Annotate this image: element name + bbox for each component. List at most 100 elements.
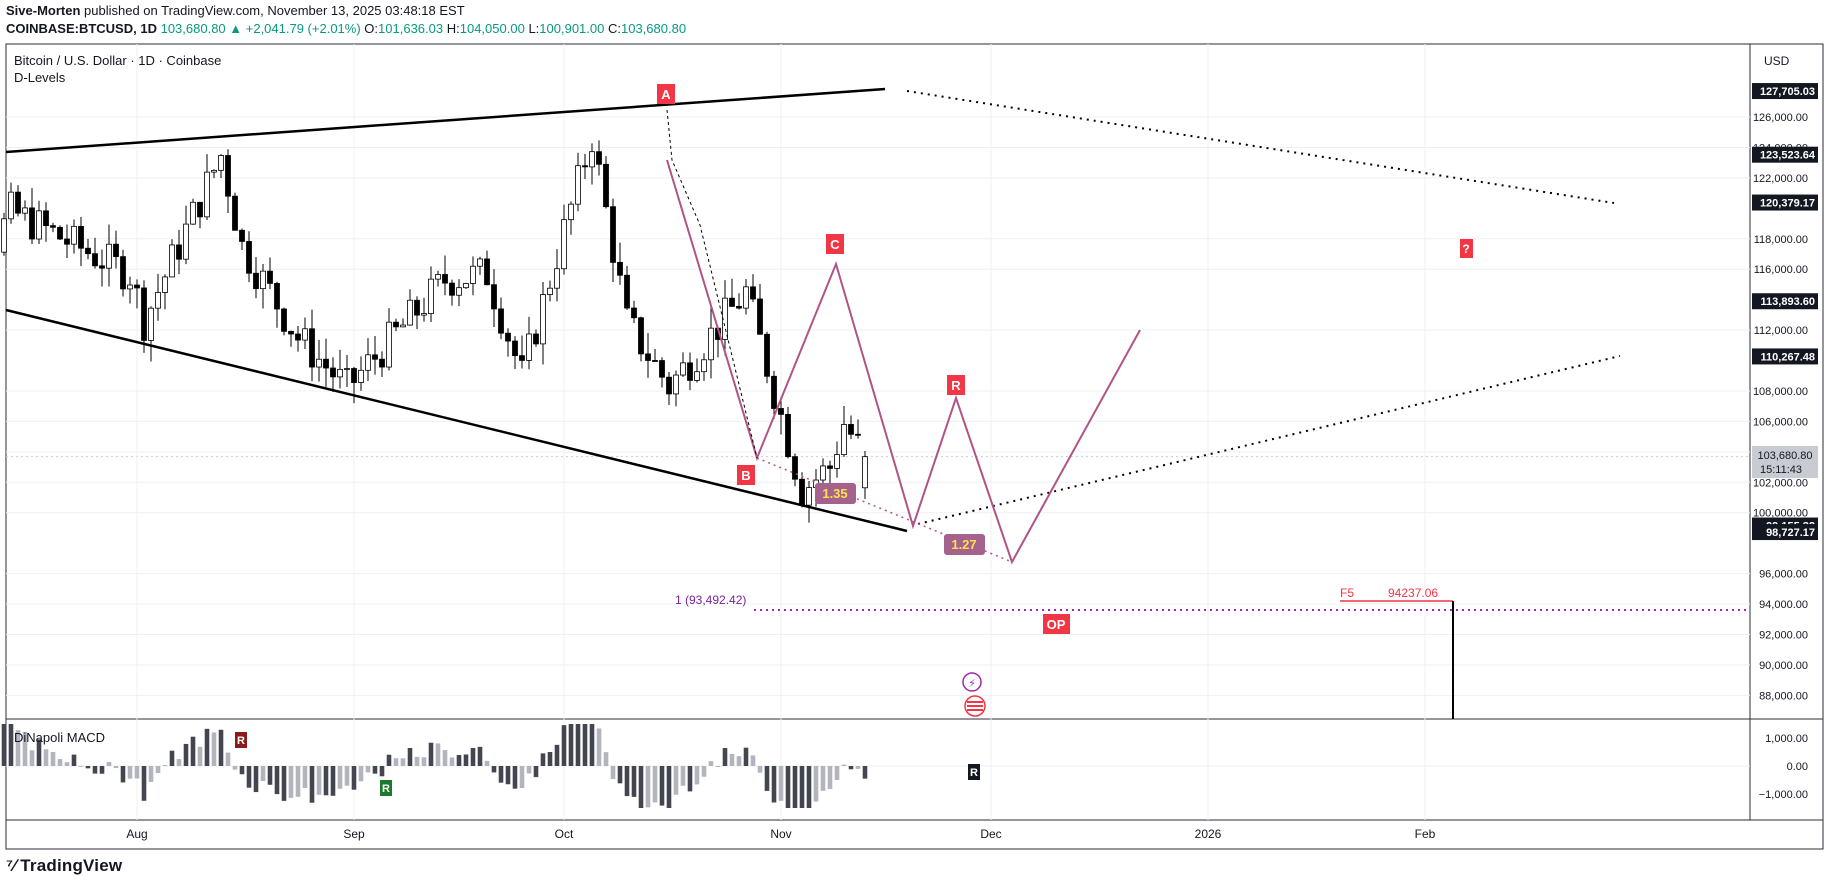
macd-bar[interactable] (568, 724, 574, 766)
macd-bar[interactable] (617, 766, 623, 784)
candle[interactable] (162, 274, 168, 310)
macd-bar[interactable] (512, 766, 518, 789)
macd-bar[interactable] (603, 752, 609, 766)
candle[interactable] (673, 370, 679, 407)
candle[interactable] (435, 270, 441, 287)
macd-bar[interactable] (673, 766, 679, 795)
macd-bar[interactable] (99, 766, 105, 774)
macd-bar[interactable] (722, 748, 728, 766)
candle[interactable] (617, 242, 623, 285)
candle[interactable] (302, 317, 308, 350)
candle[interactable] (295, 325, 301, 352)
candles[interactable] (0, 140, 868, 523)
candle[interactable] (141, 280, 147, 353)
candle[interactable] (652, 348, 658, 362)
candle[interactable] (99, 249, 105, 287)
candle[interactable] (29, 188, 35, 245)
op-marker[interactable]: OP (1043, 614, 1070, 634)
macd-bar[interactable] (484, 760, 490, 766)
macd-bar[interactable] (414, 756, 420, 766)
candle[interactable] (505, 328, 511, 357)
macd-bar[interactable] (50, 752, 56, 766)
macd-bar[interactable] (8, 724, 14, 766)
macd-bar[interactable] (533, 766, 539, 778)
candle[interactable] (687, 352, 693, 391)
candle[interactable] (148, 306, 154, 362)
candle[interactable] (239, 228, 245, 251)
macd-bar[interactable] (43, 749, 49, 766)
candle[interactable] (757, 283, 763, 335)
candle[interactable] (85, 238, 91, 260)
candle[interactable] (736, 293, 742, 310)
macd-bar[interactable] (729, 753, 735, 766)
macd-bar[interactable] (813, 766, 819, 802)
macd-bar[interactable] (575, 724, 581, 766)
macd-bar[interactable] (582, 724, 588, 766)
candle[interactable] (176, 229, 182, 275)
candle[interactable] (330, 357, 336, 392)
candle[interactable] (848, 415, 854, 440)
candle[interactable] (554, 249, 560, 302)
candle[interactable] (743, 278, 749, 315)
candle[interactable] (526, 316, 532, 370)
candle[interactable] (71, 219, 77, 254)
candle[interactable] (477, 256, 483, 275)
macd-bar[interactable] (554, 744, 560, 766)
candle[interactable] (442, 255, 448, 296)
candle[interactable] (246, 231, 252, 283)
macd-bar[interactable] (239, 766, 245, 775)
candle[interactable] (834, 441, 840, 478)
candle[interactable] (680, 352, 686, 378)
candle[interactable] (253, 257, 259, 299)
macd-bar[interactable] (470, 748, 476, 766)
macd-marker-black[interactable]: R (968, 764, 980, 780)
macd-bar[interactable] (792, 766, 798, 808)
macd-bar[interactable] (386, 754, 392, 766)
macd-bar[interactable] (631, 766, 637, 797)
macd-bar[interactable] (344, 766, 350, 786)
macd-bar[interactable] (218, 729, 224, 766)
candle[interactable] (841, 406, 847, 457)
macd-bar[interactable] (519, 766, 525, 789)
candle[interactable] (344, 354, 350, 388)
macd-bar[interactable] (708, 761, 714, 766)
candle[interactable] (771, 370, 777, 420)
macd-bar[interactable] (309, 766, 315, 803)
candle[interactable] (449, 279, 455, 306)
candle[interactable] (120, 249, 126, 297)
macd-bar[interactable] (1, 724, 7, 766)
macd-bar[interactable] (841, 764, 847, 766)
candle[interactable] (351, 366, 357, 404)
candle[interactable] (470, 256, 476, 296)
macd-bar[interactable] (211, 732, 217, 766)
macd-bar[interactable] (778, 766, 784, 801)
macd-bar[interactable] (540, 753, 546, 766)
macd-bar[interactable] (78, 765, 84, 767)
macd-bar[interactable] (547, 752, 553, 766)
candle[interactable] (57, 225, 63, 241)
macd-bar[interactable] (610, 766, 616, 780)
candle[interactable] (568, 201, 574, 235)
macd-bar[interactable] (652, 766, 658, 803)
macd-bar[interactable] (463, 754, 469, 766)
macd-bar[interactable] (169, 750, 175, 766)
candle[interactable] (694, 358, 700, 383)
macd-bar[interactable] (645, 766, 651, 808)
macd-bar[interactable] (225, 752, 231, 766)
macd-bar[interactable] (491, 766, 497, 773)
macd-bar[interactable] (253, 766, 259, 793)
candle[interactable] (547, 280, 553, 302)
candle[interactable] (365, 338, 371, 381)
candle[interactable] (561, 204, 567, 275)
candle[interactable] (267, 257, 273, 290)
macd-bar[interactable] (57, 759, 63, 766)
candle[interactable] (785, 406, 791, 459)
candle[interactable] (414, 296, 420, 330)
macd-bar[interactable] (85, 766, 91, 769)
macd-bar[interactable] (337, 766, 343, 789)
candle[interactable] (827, 460, 833, 486)
marker-a[interactable]: A (657, 84, 675, 104)
candle[interactable] (708, 307, 714, 379)
candle[interactable] (666, 372, 672, 406)
candle[interactable] (106, 224, 112, 287)
